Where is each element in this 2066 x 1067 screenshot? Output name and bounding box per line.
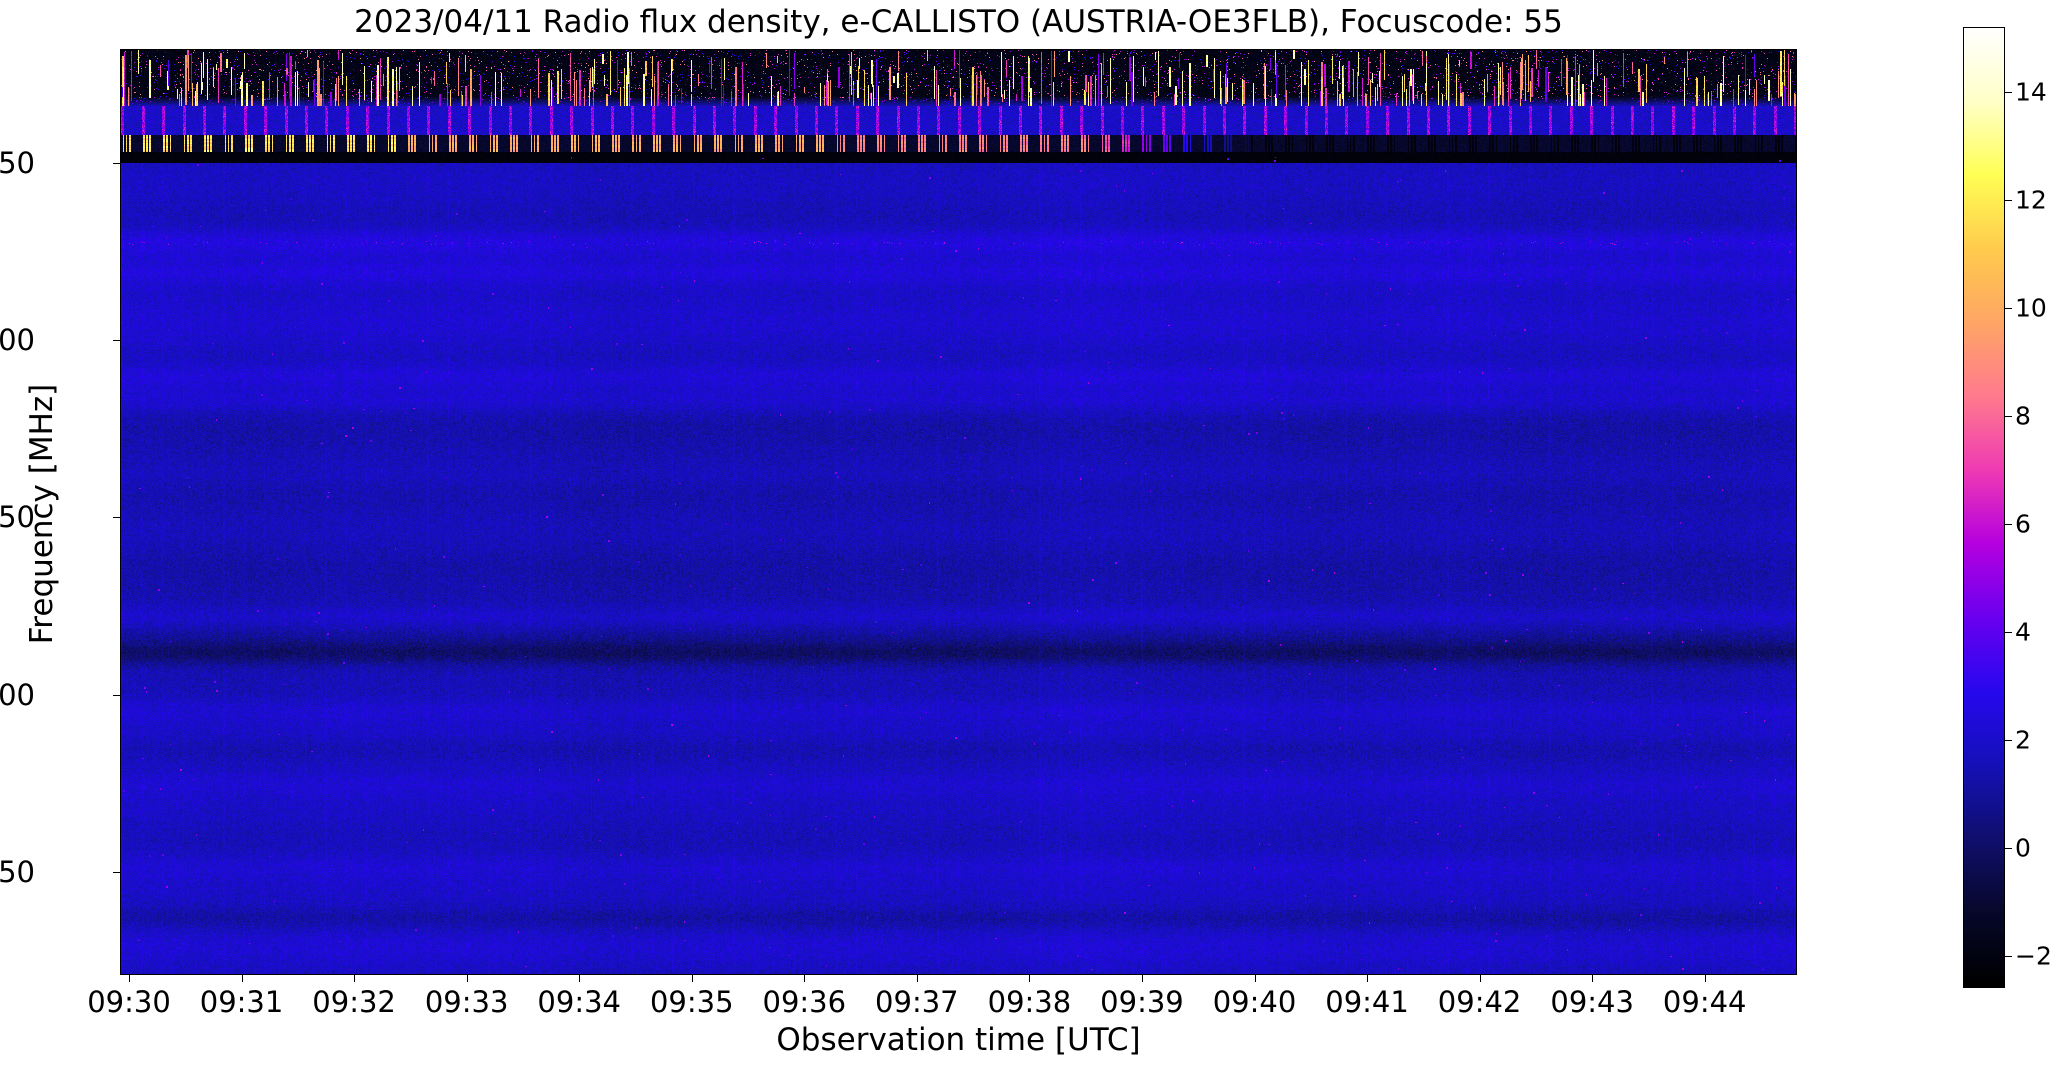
spectrogram-image	[121, 50, 1796, 974]
x-tick-mark	[241, 975, 243, 982]
x-tick-mark	[1704, 975, 1706, 982]
colorbar-tick-mark	[2005, 739, 2012, 741]
y-tick-label: 750	[0, 145, 35, 180]
x-tick-label: 09:33	[424, 985, 509, 1019]
y-tick-mark	[113, 517, 120, 519]
x-tick-label: 09:30	[87, 985, 171, 1019]
colorbar-tick-mark	[2005, 955, 2012, 957]
colorbar-tick-label: −2	[2015, 941, 2052, 971]
colorbar-tick-label: 2	[2015, 725, 2031, 755]
x-tick-label: 09:31	[199, 985, 284, 1019]
x-tick-mark	[691, 975, 693, 982]
colorbar-tick-label: 6	[2015, 509, 2031, 539]
x-tick-label: 09:44	[1662, 985, 1747, 1019]
colorbar-tick-label: 4	[2015, 617, 2031, 647]
x-tick-label: 09:40	[1212, 985, 1297, 1019]
colorbar[interactable]	[1963, 27, 2005, 988]
x-tick-label: 09:35	[649, 985, 734, 1019]
x-tick-mark	[1367, 975, 1369, 982]
y-tick-mark	[113, 162, 120, 164]
colorbar-tick-mark	[2005, 91, 2012, 93]
x-tick-mark	[1029, 975, 1031, 982]
colorbar-tick-label: 12	[2015, 185, 2047, 215]
colorbar-tick-label: 14	[2015, 77, 2047, 107]
colorbar-gradient	[1964, 28, 2004, 987]
y-tick-label: 650	[0, 500, 35, 535]
y-tick-label: 550	[0, 855, 35, 890]
x-tick-mark	[129, 975, 130, 982]
colorbar-tick-label: 0	[2015, 833, 2031, 863]
x-tick-label: 09:37	[875, 985, 959, 1019]
colorbar-tick-label: 10	[2015, 293, 2047, 323]
x-tick-mark	[1479, 975, 1481, 982]
x-tick-mark	[1592, 975, 1594, 982]
x-tick-mark	[1254, 975, 1256, 982]
x-tick-mark	[466, 975, 468, 982]
colorbar-tick-mark	[2005, 307, 2012, 309]
x-tick-label: 09:43	[1550, 985, 1634, 1019]
y-tick-mark	[113, 872, 120, 874]
y-tick-mark	[113, 694, 120, 696]
x-tick-label: 09:39	[1100, 985, 1184, 1019]
x-tick-mark	[804, 975, 806, 982]
colorbar-tick-mark	[2005, 847, 2012, 849]
x-tick-mark	[916, 975, 918, 982]
colorbar-tick-mark	[2005, 523, 2012, 525]
y-tick-label: 700	[0, 322, 35, 357]
page-title: 2023/04/11 Radio flux density, e-CALLIST…	[354, 4, 1563, 40]
x-tick-label: 09:36	[762, 985, 847, 1019]
x-tick-mark	[579, 975, 581, 982]
colorbar-tick-mark	[2005, 199, 2012, 201]
colorbar-tick-mark	[2005, 415, 2012, 417]
x-tick-mark	[1141, 975, 1143, 982]
x-tick-mark	[354, 975, 356, 982]
y-tick-mark	[113, 339, 120, 341]
x-tick-label: 09:34	[537, 985, 621, 1019]
x-tick-label: 09:38	[987, 985, 1072, 1019]
spectrogram-axes[interactable]	[120, 49, 1797, 975]
x-tick-label: 09:41	[1325, 985, 1409, 1019]
y-axis-label: Frequency [MHz]	[24, 383, 60, 645]
x-tick-label: 09:42	[1437, 985, 1522, 1019]
y-tick-label: 600	[0, 677, 35, 712]
x-tick-label: 09:32	[312, 985, 396, 1019]
x-axis-label: Observation time [UTC]	[776, 1022, 1141, 1058]
colorbar-tick-mark	[2005, 631, 2012, 633]
colorbar-tick-label: 8	[2015, 401, 2031, 431]
